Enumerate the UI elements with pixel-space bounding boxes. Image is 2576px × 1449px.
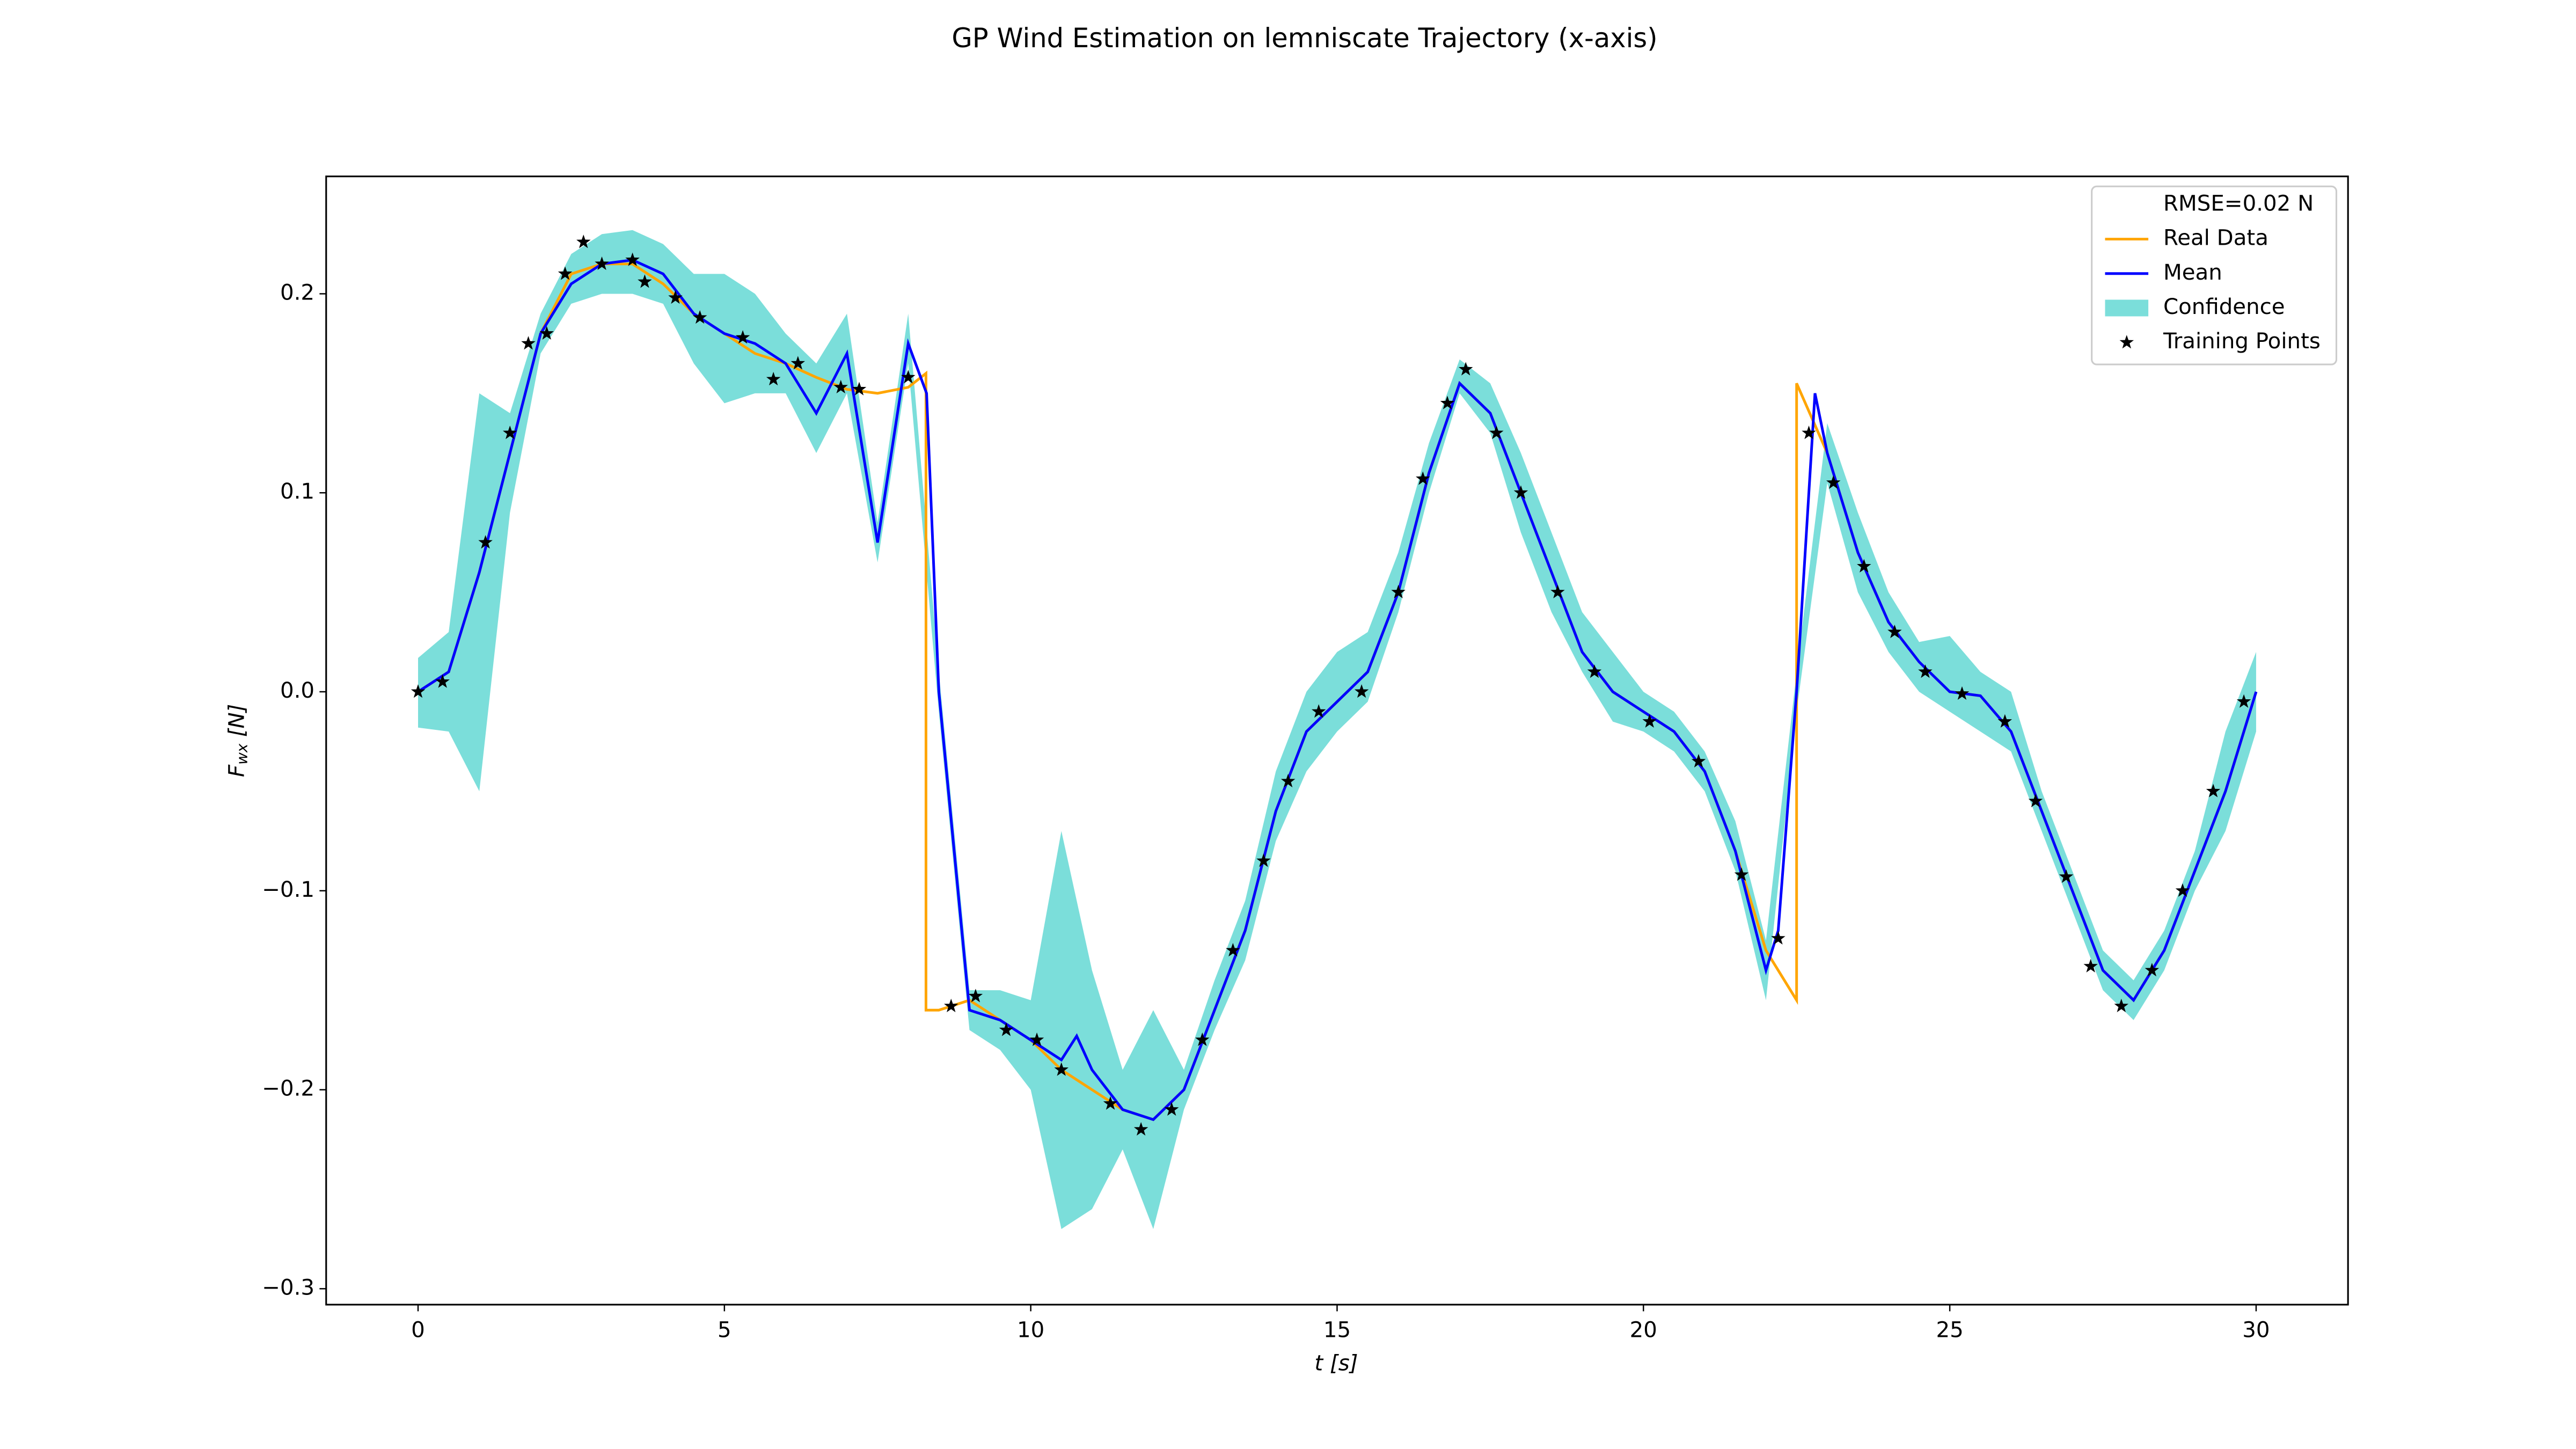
training-point [791, 356, 806, 370]
chart-title: GP Wind Estimation on lemniscate Traject… [952, 23, 1657, 54]
y-tick-label: −0.2 [262, 1076, 314, 1101]
training-point [1164, 1102, 1179, 1116]
y-tick-label: −0.3 [262, 1275, 314, 1300]
legend-box [2091, 185, 2338, 365]
training-point [766, 371, 781, 386]
legend-label: Confidence [2163, 294, 2285, 319]
training-point [521, 336, 536, 350]
legend: RMSE=0.02 N Real Data Mean Confidence Train… [2091, 185, 2338, 365]
y-tick-label: 0.1 [280, 479, 314, 504]
legend-patch [2105, 299, 2149, 317]
training-point [2083, 958, 2098, 972]
training-point [833, 379, 848, 393]
x-tick-label: 20 [1630, 1318, 1657, 1343]
training-point [1955, 686, 1970, 700]
training-point [2236, 694, 2251, 708]
training-point [1391, 584, 1406, 598]
legend-label: Real Data [2163, 225, 2268, 251]
x-tick-label: 0 [411, 1318, 425, 1343]
x-tick-label: 10 [1017, 1318, 1044, 1343]
training-point [1997, 714, 2012, 728]
y-tick-label: 0.2 [280, 280, 314, 305]
training-point [1029, 1032, 1044, 1046]
training-point [1642, 714, 1657, 728]
training-point [2206, 784, 2221, 797]
training-point [1054, 1062, 1069, 1076]
x-tick-label: 25 [1936, 1318, 1963, 1343]
x-axis-label: t [s] [1314, 1351, 1358, 1376]
training-point [435, 674, 450, 688]
training-point [901, 370, 916, 384]
training-point [638, 274, 652, 288]
training-point [1887, 624, 1902, 639]
x-tick-label: 15 [1323, 1318, 1351, 1343]
training-point [1513, 485, 1528, 499]
training-point [1587, 664, 1602, 678]
x-tick-label: 5 [718, 1318, 731, 1343]
training-point [692, 310, 707, 324]
training-point [1133, 1122, 1148, 1136]
training-point [1280, 773, 1296, 788]
y-label-symbol: F [224, 764, 249, 777]
training-point [943, 998, 958, 1013]
training-point [852, 382, 867, 396]
training-point [2114, 998, 2129, 1013]
training-point [1550, 584, 1565, 598]
plot-area [411, 230, 2258, 1230]
training-point [1195, 1032, 1210, 1046]
training-point [1256, 853, 1271, 867]
training-point [1918, 664, 1933, 678]
training-point [1857, 559, 1871, 573]
training-point [595, 256, 609, 270]
training-point [1826, 475, 1841, 489]
training-point [1354, 684, 1369, 698]
training-point [411, 684, 426, 698]
training-point [478, 535, 493, 549]
x-tick-label: 30 [2242, 1318, 2270, 1343]
training-point [502, 426, 517, 440]
legend-label: Mean [2163, 260, 2222, 285]
y-label-unit: [N] [224, 704, 249, 737]
training-point [1771, 931, 1785, 945]
legend-marker [2119, 335, 2134, 349]
training-point [668, 290, 683, 304]
training-point [1440, 396, 1455, 409]
training-point [2175, 883, 2190, 897]
training-point [735, 330, 750, 344]
y-tick-label: −0.1 [262, 877, 314, 902]
training-point [1489, 426, 1504, 440]
training-point [1691, 753, 1706, 768]
training-point [1802, 426, 1816, 440]
training-point [999, 1022, 1014, 1036]
training-point [1734, 867, 1749, 881]
training-point [1226, 943, 1240, 957]
training-point [1311, 704, 1326, 718]
training-point [1458, 362, 1473, 376]
legend-annotation: RMSE=0.02 N [2163, 191, 2314, 216]
training-point [1103, 1096, 1118, 1110]
training-point [2145, 963, 2160, 977]
y-label-subscript: wx [233, 743, 251, 765]
y-axis-label: Fwx [N] [224, 704, 251, 778]
training-point [1416, 471, 1430, 485]
confidence-band [418, 230, 2256, 1230]
training-point [2059, 869, 2074, 883]
training-point [2028, 793, 2043, 808]
training-point [625, 252, 640, 266]
training-point [558, 266, 573, 280]
training-point [968, 989, 983, 1002]
legend-label: Training Points [2163, 328, 2321, 354]
y-tick-label: 0.0 [280, 678, 314, 703]
training-point [576, 235, 591, 248]
training-point [539, 326, 554, 340]
